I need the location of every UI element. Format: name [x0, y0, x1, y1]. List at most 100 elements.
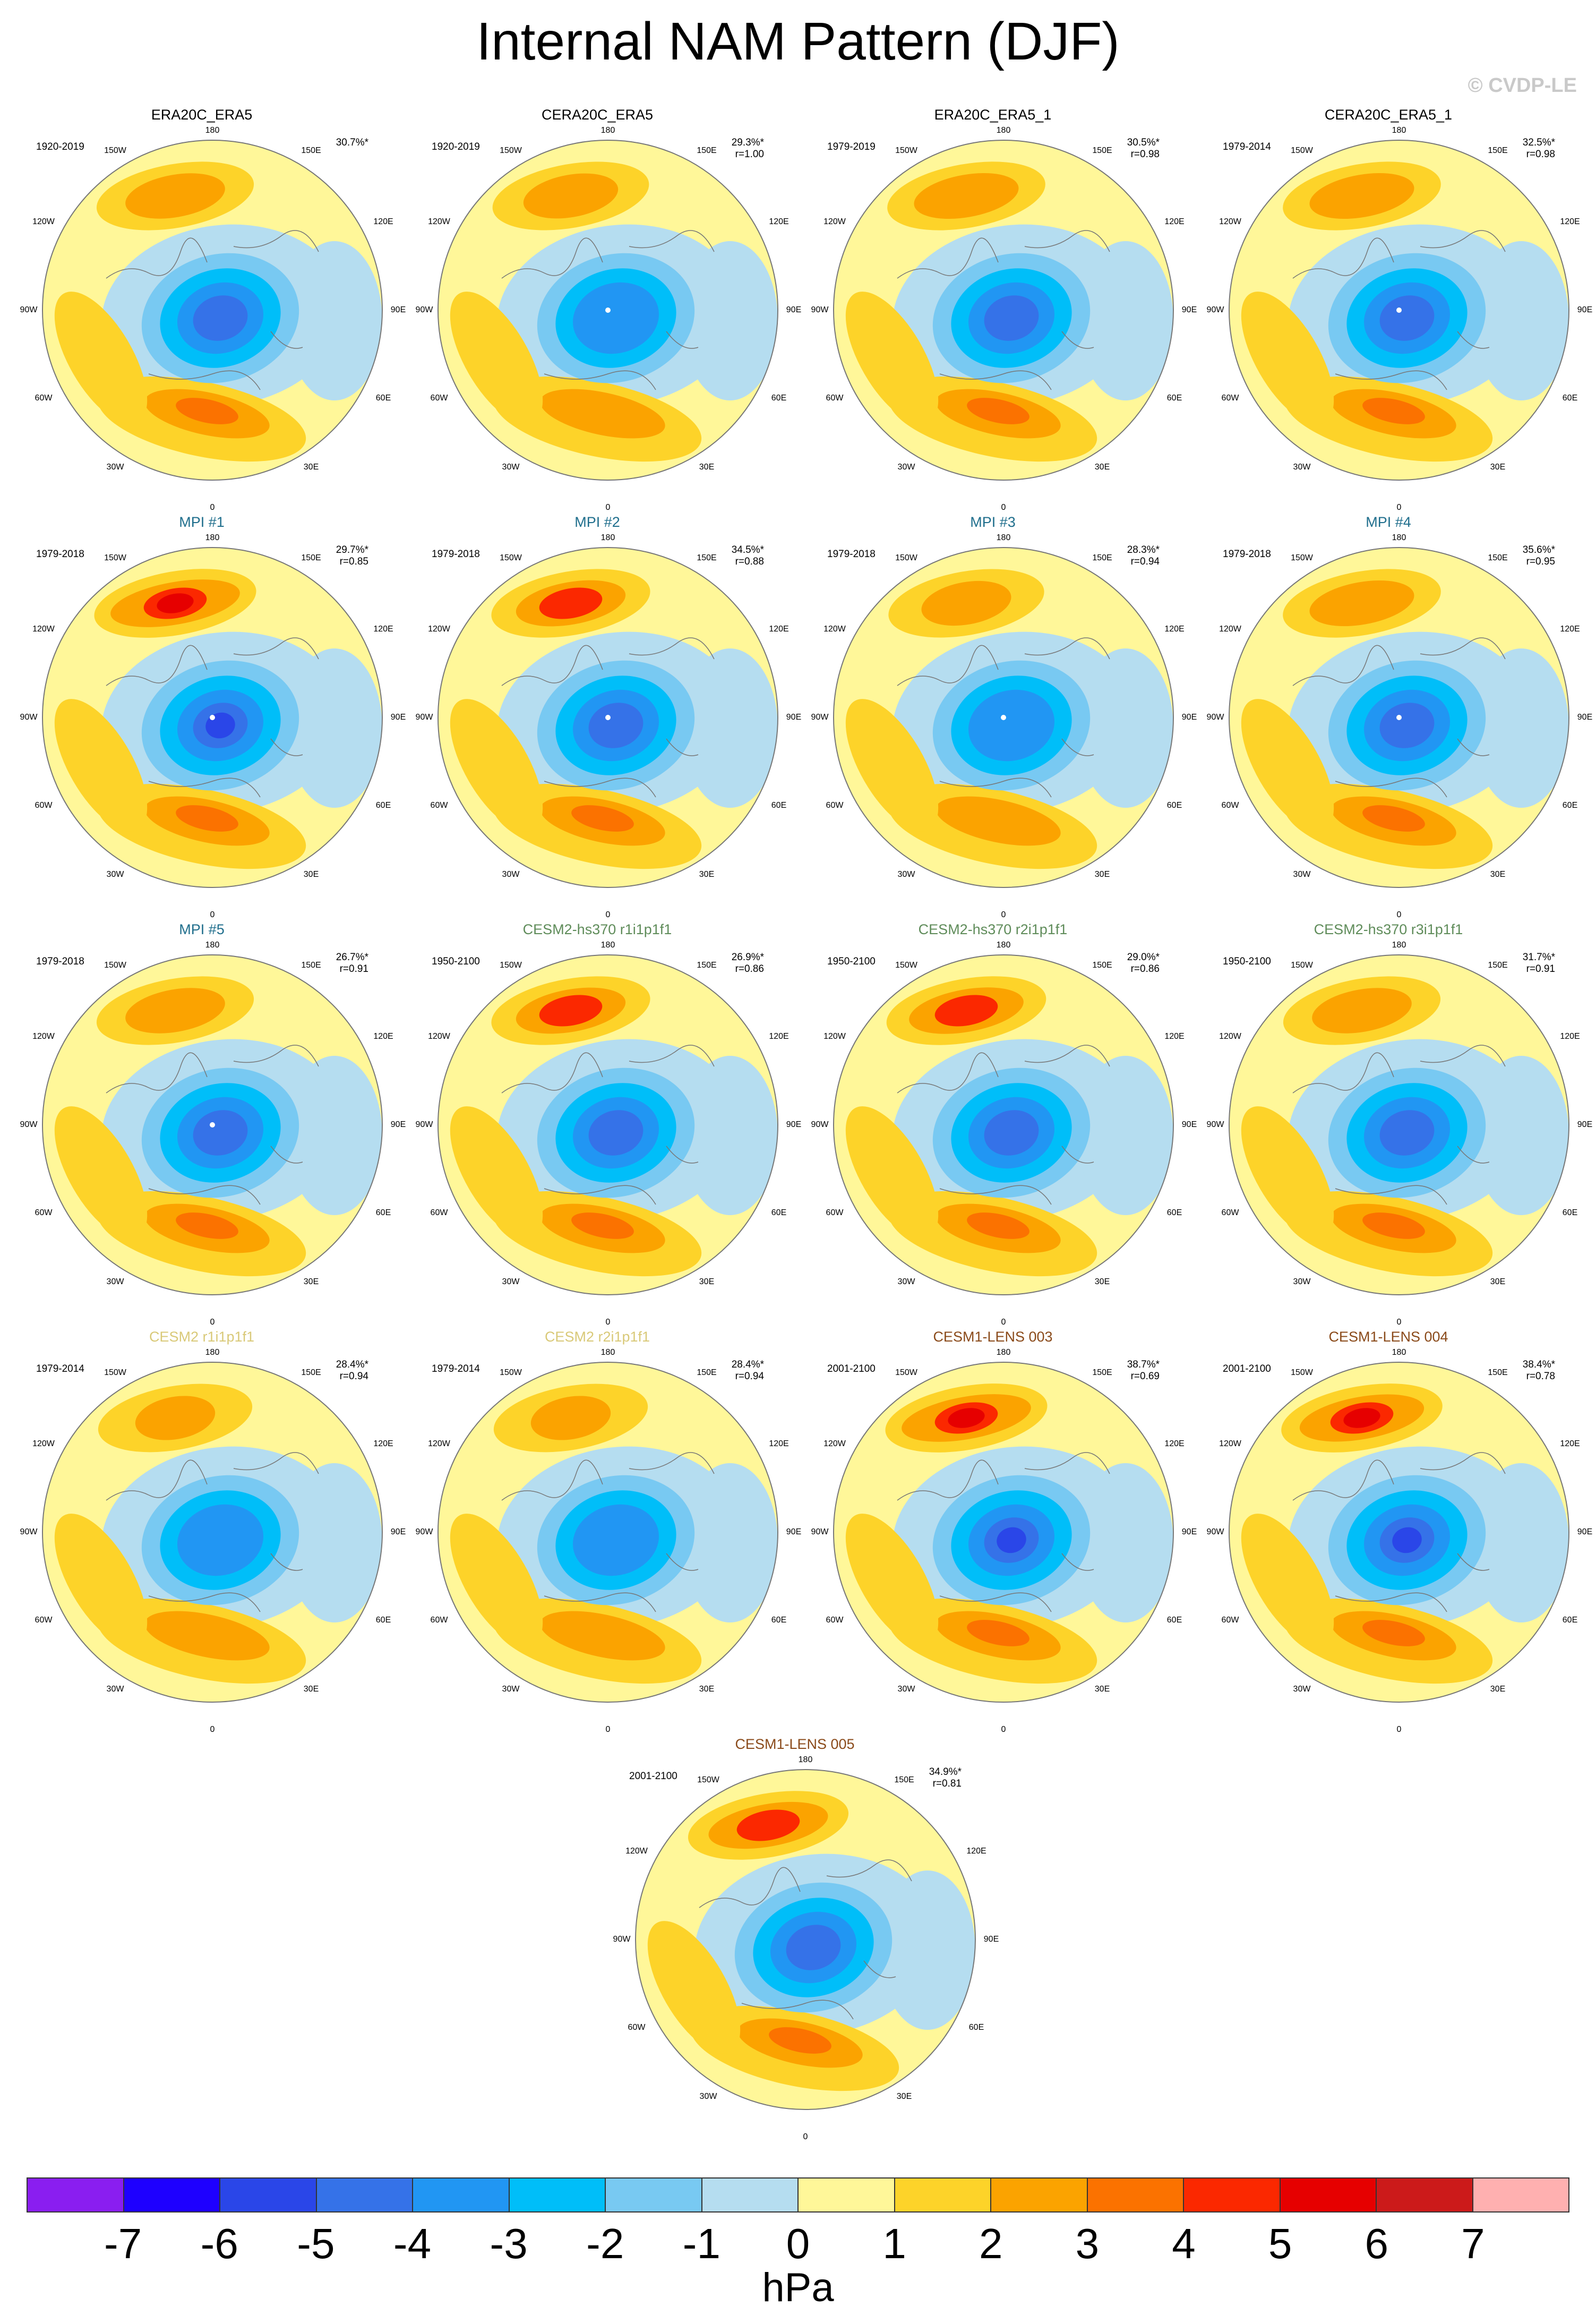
longitude-label: 180 [600, 1348, 615, 1357]
atlantic-high [540, 389, 665, 439]
atlantic-high-core [1362, 1620, 1425, 1646]
explained-variance: 26.7%* [336, 952, 368, 963]
negative-field [682, 1463, 778, 1622]
longitude-label: 150E [301, 1368, 321, 1377]
longitude-label: 120E [373, 1439, 393, 1448]
longitude-label: 120E [1560, 625, 1580, 634]
colorbar-box [606, 2179, 702, 2211]
explained-variance: 29.0%* [1127, 952, 1160, 963]
arctic-low [984, 295, 1039, 341]
longitude-label: 0 [605, 1725, 611, 1734]
longitude-label: 120W [428, 625, 450, 634]
pattern-correlation: r=0.81 [932, 1778, 962, 1789]
negative-field [682, 648, 778, 808]
polar-map [437, 140, 778, 481]
longitude-label: 90W [811, 305, 829, 314]
explained-variance: 34.5%* [731, 544, 764, 556]
pacific-high [523, 173, 619, 219]
longitude-label: 30W [1293, 870, 1311, 879]
longitude-label: 90E [786, 1120, 802, 1129]
panel-stats: 34.5%* r=0.88 [732, 544, 764, 568]
longitude-label: 30E [699, 463, 715, 472]
longitude-label: 30E [1490, 1277, 1506, 1286]
pattern-correlation: r=0.86 [735, 963, 764, 975]
negative-field [1473, 1056, 1569, 1215]
map-panel: MPI #5 1979-2018 26.7%* r=0.91 180 0 150W 150E 1… [20, 921, 406, 1327]
pattern-correlation: r=0.91 [339, 963, 368, 975]
panel-period: 1979-2019 [827, 141, 876, 152]
longitude-label: 60W [1221, 1208, 1239, 1217]
pacific-high [125, 988, 225, 1033]
pole-marker [1396, 715, 1402, 720]
longitude-label: 150E [1092, 1368, 1112, 1377]
explained-variance: 28.4%* [731, 1359, 764, 1370]
longitude-label: 120W [428, 217, 450, 226]
longitude-label: 60W [826, 1208, 844, 1217]
coastlines [501, 1045, 715, 1205]
longitude-label: 180 [205, 533, 220, 542]
panel-period: 1979-2014 [36, 1363, 84, 1374]
arctic-low [984, 1110, 1039, 1156]
negative-field [287, 648, 382, 808]
pattern-correlation: r=0.88 [735, 556, 764, 567]
longitude-label: 120E [769, 1439, 789, 1448]
longitude-label: 150W [1291, 146, 1313, 155]
longitude-label: 60W [1221, 394, 1239, 403]
longitude-label: 0 [1396, 1318, 1402, 1327]
longitude-label: 60E [1166, 1616, 1182, 1625]
longitude-label: 30E [1490, 1685, 1506, 1694]
longitude-label: 90W [20, 1527, 38, 1536]
map-panel: MPI #1 1979-2018 29.7%* r=0.85 180 0 150W 150E 1… [20, 514, 406, 919]
longitude-label: 120E [373, 217, 393, 226]
longitude-label: 150W [1291, 553, 1313, 562]
longitude-label: 120W [428, 1439, 450, 1448]
explained-variance: 30.7%* [336, 137, 368, 148]
pacific-high-core [934, 995, 998, 1027]
pattern-correlation: r=0.69 [1130, 1371, 1160, 1382]
longitude-label: 90W [415, 1527, 433, 1536]
longitude-label: 90W [1206, 305, 1224, 314]
map-border [42, 954, 383, 1295]
pacific-high-core [1343, 1408, 1380, 1428]
longitude-label: 150E [1092, 146, 1112, 155]
americas-high [1241, 292, 1334, 424]
longitude-label: 180 [600, 126, 615, 135]
panel-title: CERA20C_ERA5 [541, 107, 654, 123]
longitude-label: 0 [605, 1318, 611, 1327]
map-border [833, 547, 1174, 888]
atlantic-high [936, 796, 1061, 846]
longitude-label: 0 [1001, 503, 1006, 512]
colorbar-box [124, 2179, 220, 2211]
colorbar-tick-label: 6 [1365, 2220, 1389, 2267]
pattern-correlation: r=0.94 [339, 1371, 368, 1382]
negative-field [1078, 648, 1173, 808]
longitude-label: 60E [771, 394, 787, 403]
longitude-label: 90W [415, 305, 433, 314]
panel-stats: 29.0%* r=0.86 [1127, 952, 1160, 975]
longitude-label: 120W [1219, 625, 1241, 634]
map-border [437, 954, 778, 1295]
americas-high [450, 699, 543, 832]
panel-title: CERA20C_ERA5_1 [1324, 107, 1453, 123]
atlantic-high-core [571, 1212, 634, 1239]
panel-title: MPI #4 [1366, 514, 1411, 530]
explained-variance: 28.3%* [1127, 544, 1160, 556]
panel-period: 2001-2100 [827, 1363, 876, 1374]
longitude-label: 0 [210, 1318, 215, 1327]
longitude-label: 90W [415, 713, 433, 722]
longitude-label: 150E [697, 1368, 717, 1377]
pacific-high-core [157, 593, 194, 613]
longitude-label: 150W [104, 146, 126, 155]
longitude-label: 60W [826, 801, 844, 810]
colorbar-tick-label: 7 [1461, 2220, 1485, 2267]
pattern-correlation: r=0.94 [735, 1371, 764, 1382]
colorbar-box [895, 2179, 991, 2211]
polar-map [42, 1362, 383, 1703]
longitude-label: 30W [502, 463, 520, 472]
longitude-label: 180 [996, 126, 1011, 135]
panel-stats: 34.9%* r=0.81 [929, 1766, 962, 1790]
longitude-label: 0 [1396, 503, 1402, 512]
longitude-label: 150W [500, 553, 522, 562]
longitude-label: 60W [430, 1208, 448, 1217]
negative-field [880, 1870, 975, 2030]
